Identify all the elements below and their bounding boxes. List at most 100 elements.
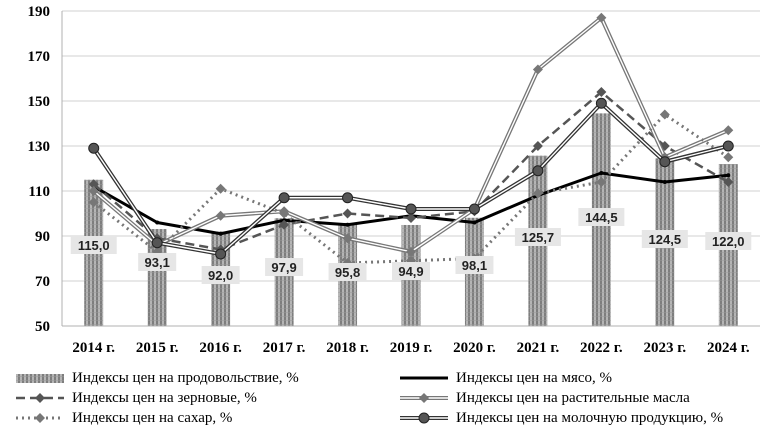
y-tick-label: 170 — [28, 49, 51, 65]
data-label-bg — [328, 263, 367, 281]
point-meat — [472, 220, 477, 225]
x-tick-label: 2022 г. — [580, 340, 623, 356]
point-grain — [596, 87, 607, 97]
point-grain — [342, 208, 353, 219]
data-label-bg — [138, 253, 177, 271]
point-grain — [406, 213, 416, 223]
data-label-bg — [705, 232, 752, 250]
legend-swatch-meat-icon — [400, 376, 448, 380]
point-sugar — [532, 188, 543, 199]
point-grain — [88, 179, 99, 190]
point-sugar — [659, 109, 670, 120]
point-meat — [155, 220, 160, 225]
y-tick-label: 90 — [35, 229, 50, 245]
data-label-food: 124,5 — [649, 232, 682, 247]
x-tick-label: 2021 г. — [517, 340, 560, 356]
legend-label-sugar: Индексы цен на сахар, % — [72, 409, 233, 426]
x-tick-label: 2017 г. — [263, 340, 306, 356]
legend-label-dairy: Индексы цен на молочную продукцию, % — [456, 409, 724, 426]
point-dairy — [151, 237, 163, 249]
point-grain — [279, 219, 290, 230]
point-meat — [218, 231, 223, 236]
legend-item-meat: Индексы цен на мясо, % — [398, 368, 612, 388]
y-tick-label: 70 — [35, 274, 50, 290]
point-dairy — [659, 156, 671, 168]
data-label-bg — [70, 236, 117, 254]
legend-item-dairy: Индексы цен на молочную продукцию, % — [398, 408, 723, 428]
point-dairy — [532, 165, 544, 177]
legend: Индексы цен на продовольствие, % Индексы… — [0, 366, 777, 430]
data-label-food: 144,5 — [585, 210, 618, 225]
data-label-food: 94,9 — [398, 264, 423, 279]
legend-swatch-sugar-icon — [16, 413, 64, 423]
legend-item-sugar: Индексы цен на сахар, % — [14, 408, 232, 428]
y-tick-label: 190 — [28, 4, 51, 20]
data-label-bg — [201, 266, 240, 284]
legend-label-food: Индексы цен на продовольствие, % — [72, 369, 299, 386]
legend-label-meat: Индексы цен на мясо, % — [456, 369, 612, 386]
point-meat — [599, 171, 604, 175]
point-oil — [215, 210, 226, 221]
point-dairy — [405, 203, 417, 215]
data-label-food: 125,7 — [522, 230, 555, 245]
point-sugar — [88, 197, 99, 208]
point-dairy — [215, 248, 227, 260]
y-tick-label: 130 — [28, 139, 51, 155]
series-line-sugar — [92, 113, 730, 265]
point-dairy — [722, 140, 734, 152]
data-label-food: 95,8 — [335, 265, 360, 280]
data-label-bg — [265, 258, 304, 276]
data-label-food: 92,0 — [208, 268, 233, 283]
point-meat — [726, 173, 731, 178]
point-sugar — [215, 183, 226, 194]
x-tick-label: 2019 г. — [390, 340, 433, 356]
data-label-bg — [392, 262, 430, 280]
legend-swatch-dairy-icon — [400, 412, 448, 424]
point-meat — [662, 180, 667, 184]
data-label-bg — [578, 208, 625, 226]
point-grain — [723, 177, 734, 187]
legend-label-grain: Индексы цен на зерновые, % — [72, 389, 257, 406]
point-oil — [342, 233, 353, 244]
point-oil — [88, 186, 99, 196]
x-tick-label: 2016 г. — [199, 340, 242, 356]
point-sugar — [279, 208, 290, 219]
x-tick-label: 2014 г. — [72, 340, 115, 356]
point-sugar — [723, 152, 734, 163]
data-label-bg — [455, 256, 494, 274]
legend-item-oil: Индексы цен на растительные масла — [398, 388, 690, 408]
x-tick-label: 2020 г. — [453, 340, 496, 356]
point-dairy — [278, 192, 290, 204]
y-tick-label: 150 — [28, 94, 51, 110]
point-oil — [596, 12, 607, 23]
point-dairy — [468, 203, 480, 215]
point-meat — [345, 222, 350, 227]
data-label-food: 93,1 — [145, 255, 170, 270]
point-grain — [532, 141, 543, 151]
point-sugar — [596, 177, 607, 187]
legend-item-grain: Индексы цен на зерновые, % — [14, 388, 257, 408]
point-oil — [406, 246, 416, 257]
point-dairy — [88, 142, 100, 154]
point-oil — [723, 125, 734, 136]
x-tick-label: 2024 г. — [707, 340, 750, 356]
point-dairy — [342, 192, 354, 204]
data-label-bg — [514, 228, 561, 246]
y-tick-label: 50 — [35, 319, 50, 335]
data-label-food: 115,0 — [78, 238, 110, 253]
point-dairy — [595, 97, 607, 109]
y-tick-label: 110 — [28, 184, 50, 200]
x-tick-label: 2023 г. — [644, 340, 687, 356]
series-line-meat — [92, 171, 729, 236]
x-tick-label: 2015 г. — [136, 340, 179, 356]
legend-swatch-oil-icon — [400, 393, 448, 403]
data-label-food: 97,9 — [271, 260, 296, 275]
legend-swatch-food-icon — [16, 374, 64, 383]
legend-swatch-grain-icon — [16, 393, 64, 403]
data-label-food: 122,0 — [712, 234, 745, 249]
data-label-food: 98,1 — [462, 258, 487, 273]
point-oil — [532, 64, 543, 75]
data-label-bg — [641, 230, 688, 248]
x-tick-label: 2018 г. — [326, 340, 369, 356]
